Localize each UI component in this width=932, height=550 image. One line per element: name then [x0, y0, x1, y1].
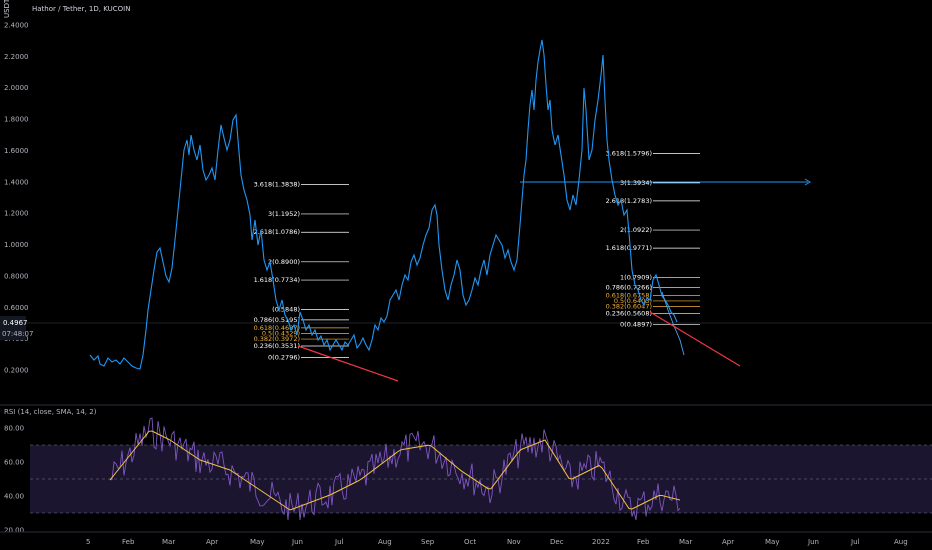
- rsi-series: [109, 417, 681, 521]
- fib-level-label: 2(0.8900): [268, 258, 300, 266]
- time-tick: Nov: [507, 538, 521, 546]
- price-tick: 0.6000: [4, 304, 29, 312]
- fib-level-label: 3.618(1.3838): [254, 180, 300, 188]
- rsi-sma-series: [109, 430, 681, 511]
- price-tick: 1.8000: [4, 116, 29, 124]
- rsi-tick: 80.00: [4, 425, 24, 433]
- time-tick: Aug: [894, 538, 908, 546]
- rsi-tick: 60.00: [4, 459, 24, 467]
- time-tick: Oct: [464, 538, 476, 546]
- rsi-axis[interactable]: 80.00 60.00 40.00 20.00: [4, 425, 24, 535]
- time-tick: May: [250, 538, 264, 546]
- price-tick: 0.2000: [4, 367, 29, 375]
- price-tick: 1.4000: [4, 178, 29, 186]
- current-price: 0.4967: [3, 319, 28, 327]
- candle-countdown: 07:48:07: [2, 330, 33, 338]
- fib-level-label: 3.618(1.5796): [606, 150, 652, 158]
- time-tick: Dec: [550, 538, 564, 546]
- trendline-left[interactable]: [297, 345, 399, 382]
- fib-level-label: 0(0.2796): [268, 354, 300, 362]
- fib-level-label: 0.382(0.6047): [606, 303, 652, 311]
- time-tick: Jun: [291, 538, 303, 546]
- rsi-tick: 40.00: [4, 493, 24, 501]
- fib-level-label: 1.618(0.7734): [254, 276, 300, 284]
- fib-level-label: 2.618(1.0786): [254, 228, 300, 236]
- price-series: [89, 39, 678, 370]
- fib-level-label: 0.786(0.5195): [254, 316, 300, 324]
- fib-level-label: 0.5(0.6403): [614, 297, 652, 305]
- time-tick: Jul: [334, 538, 344, 546]
- price-tick: 1.6000: [4, 147, 29, 155]
- price-tick: 1.2000: [4, 210, 29, 218]
- fib-level-label: 1(0.7909): [620, 273, 652, 281]
- time-tick: 2022: [592, 538, 610, 546]
- fib-extension-right[interactable]: 3.618(1.5796) 3(1.3934) 2.618(1.2783) 2(1.0…: [606, 150, 700, 329]
- time-axis[interactable]: 5 Feb Mar Apr May Jun Jul Aug Sep Oct Nov Dec 2022 Fe…: [86, 538, 908, 546]
- rsi-tick: 20.00: [4, 527, 24, 535]
- fib-level-label: 0.618(0.4687): [254, 324, 300, 332]
- time-tick: Jun: [807, 538, 819, 546]
- fib-level-label: 3(1.3934): [620, 179, 652, 187]
- fib-level-label: 3(1.1952): [268, 210, 300, 218]
- time-tick: Jul: [850, 538, 860, 546]
- fib-level-label: (0.5848): [272, 306, 300, 314]
- price-tick: 1.0000: [4, 241, 29, 249]
- fib-extension-left[interactable]: 3.618(1.3838) 3(1.1952) 2.618(1.0786) 2(0.8…: [254, 180, 349, 362]
- trendline-right[interactable]: [649, 311, 741, 367]
- time-tick: Feb: [637, 538, 650, 546]
- time-tick: Feb: [122, 538, 135, 546]
- fib-level-label: 0.236(0.3531): [254, 342, 300, 350]
- time-tick: May: [765, 538, 779, 546]
- fib-level-label: 2.618(1.2783): [606, 197, 652, 205]
- fib-level-label: 0.5(0.4329): [262, 329, 300, 337]
- time-tick: Mar: [679, 538, 692, 546]
- price-tick: 2.2000: [4, 53, 29, 61]
- fib-level-label: 0.236(0.5608): [606, 309, 652, 317]
- price-tick: 2.0000: [4, 84, 29, 92]
- time-tick: Sep: [421, 538, 435, 546]
- time-tick: 5: [86, 538, 90, 546]
- price-tick: 2.4000: [4, 22, 29, 30]
- current-price-badge: [0, 316, 26, 340]
- fib-level-label: 0(0.4897): [620, 321, 652, 329]
- rsi-label[interactable]: RSI (14, close, SMA, 14, 2): [4, 408, 97, 416]
- ray-arrow-icon: [804, 178, 811, 186]
- symbol-title[interactable]: Hathor / Tether, 1D, KUCOIN: [32, 5, 130, 13]
- currency-label: USDT: [3, 0, 11, 18]
- fib-level-label: 0.382(0.3972): [254, 335, 300, 343]
- time-tick: Apr: [722, 538, 734, 546]
- time-tick: Apr: [206, 538, 218, 546]
- time-tick: Aug: [378, 538, 392, 546]
- fib-level-label: 0.618(0.6758): [606, 291, 652, 299]
- fib-level-label: 2(1.0922): [620, 226, 652, 234]
- time-tick: Mar: [162, 538, 175, 546]
- fib-level-label: 0.786(0.7266): [606, 283, 652, 291]
- fib-level-label: 1.618(0.9771): [606, 244, 652, 252]
- price-tick: 0.8000: [4, 272, 29, 280]
